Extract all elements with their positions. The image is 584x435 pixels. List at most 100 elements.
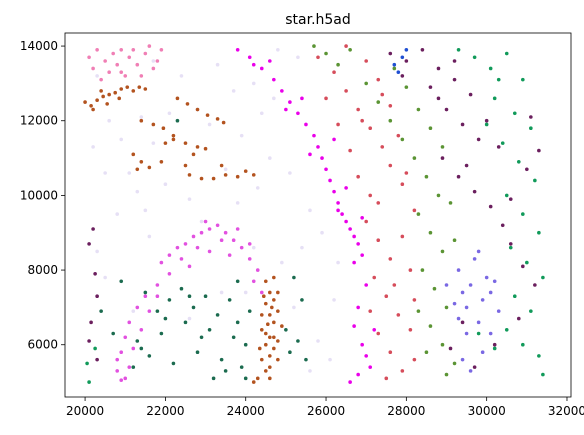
- data-point: [144, 87, 148, 91]
- data-point: [260, 67, 264, 71]
- data-point: [364, 59, 368, 63]
- data-point: [469, 369, 473, 373]
- data-point: [340, 212, 344, 216]
- data-point: [200, 177, 204, 181]
- data-point: [268, 156, 272, 160]
- data-point: [140, 119, 144, 123]
- data-point: [388, 104, 392, 108]
- y-tick-label: 6000: [27, 338, 58, 352]
- data-point: [364, 82, 368, 86]
- data-point: [497, 309, 501, 313]
- data-point: [388, 119, 392, 123]
- data-point: [328, 358, 332, 362]
- data-point: [258, 347, 262, 351]
- data-point: [192, 306, 196, 310]
- data-point: [115, 358, 119, 362]
- data-point: [168, 111, 172, 115]
- data-point: [236, 321, 240, 325]
- data-point: [445, 283, 449, 287]
- data-point: [296, 339, 300, 343]
- data-point: [87, 339, 91, 343]
- data-point: [413, 358, 417, 362]
- data-point: [380, 93, 384, 97]
- data-point: [453, 59, 457, 63]
- data-point: [529, 115, 533, 119]
- data-point: [332, 190, 336, 194]
- data-point: [168, 272, 172, 276]
- data-point: [115, 63, 119, 67]
- data-point: [208, 123, 212, 127]
- data-point: [453, 78, 457, 82]
- data-point: [457, 175, 461, 179]
- data-point: [380, 145, 384, 149]
- data-point: [469, 283, 473, 287]
- data-point: [445, 306, 449, 310]
- data-point: [264, 302, 268, 306]
- data-point: [296, 55, 300, 59]
- data-point: [288, 350, 292, 354]
- data-point: [336, 201, 340, 205]
- data-point: [336, 123, 340, 127]
- data-point: [473, 257, 477, 261]
- data-point: [99, 309, 103, 313]
- data-point: [388, 257, 392, 261]
- data-point: [405, 171, 409, 175]
- data-point: [348, 380, 352, 384]
- data-point: [244, 291, 248, 295]
- data-point: [148, 309, 152, 313]
- data-point: [176, 119, 180, 123]
- x-axis: 20000 22000 24000 26000 28000 30000 32000: [66, 397, 584, 418]
- data-point: [429, 126, 433, 130]
- data-point: [192, 153, 196, 157]
- data-point: [521, 212, 525, 216]
- data-point: [184, 164, 188, 168]
- data-point: [152, 67, 156, 71]
- data-point: [125, 85, 129, 89]
- data-point: [461, 321, 465, 325]
- data-point: [232, 89, 236, 93]
- data-point: [256, 186, 260, 190]
- data-point: [308, 153, 312, 157]
- data-point: [397, 313, 401, 317]
- data-point: [184, 321, 188, 325]
- data-point: [401, 235, 405, 239]
- data-point: [127, 321, 131, 325]
- data-point: [517, 160, 521, 164]
- data-point: [425, 350, 429, 354]
- data-point: [457, 268, 461, 272]
- data-point: [493, 347, 497, 351]
- data-point: [101, 95, 105, 99]
- data-point: [240, 246, 244, 250]
- data-point: [252, 82, 256, 86]
- data-point: [127, 55, 131, 59]
- data-point: [272, 78, 276, 82]
- data-point: [83, 100, 87, 104]
- data-point: [388, 52, 392, 56]
- data-point: [280, 261, 284, 265]
- data-point: [360, 216, 364, 220]
- data-point: [481, 350, 485, 354]
- data-point: [176, 97, 180, 101]
- data-point: [252, 173, 256, 177]
- data-point: [272, 276, 276, 280]
- data-point: [268, 291, 272, 295]
- data-point: [497, 145, 501, 149]
- data-point: [525, 261, 529, 265]
- data-point: [172, 134, 176, 138]
- data-point: [248, 309, 252, 313]
- data-point: [260, 328, 264, 332]
- data-point: [188, 265, 192, 269]
- data-point: [332, 70, 336, 74]
- data-point: [429, 324, 433, 328]
- data-point: [453, 302, 457, 306]
- x-tick-label: 32000: [548, 404, 584, 418]
- data-point: [164, 141, 168, 145]
- data-point: [208, 328, 212, 332]
- data-point: [228, 298, 232, 302]
- data-point: [300, 246, 304, 250]
- data-point: [409, 268, 413, 272]
- data-point: [236, 175, 240, 179]
- data-point: [312, 134, 316, 138]
- data-point: [272, 321, 276, 325]
- data-point: [372, 276, 376, 280]
